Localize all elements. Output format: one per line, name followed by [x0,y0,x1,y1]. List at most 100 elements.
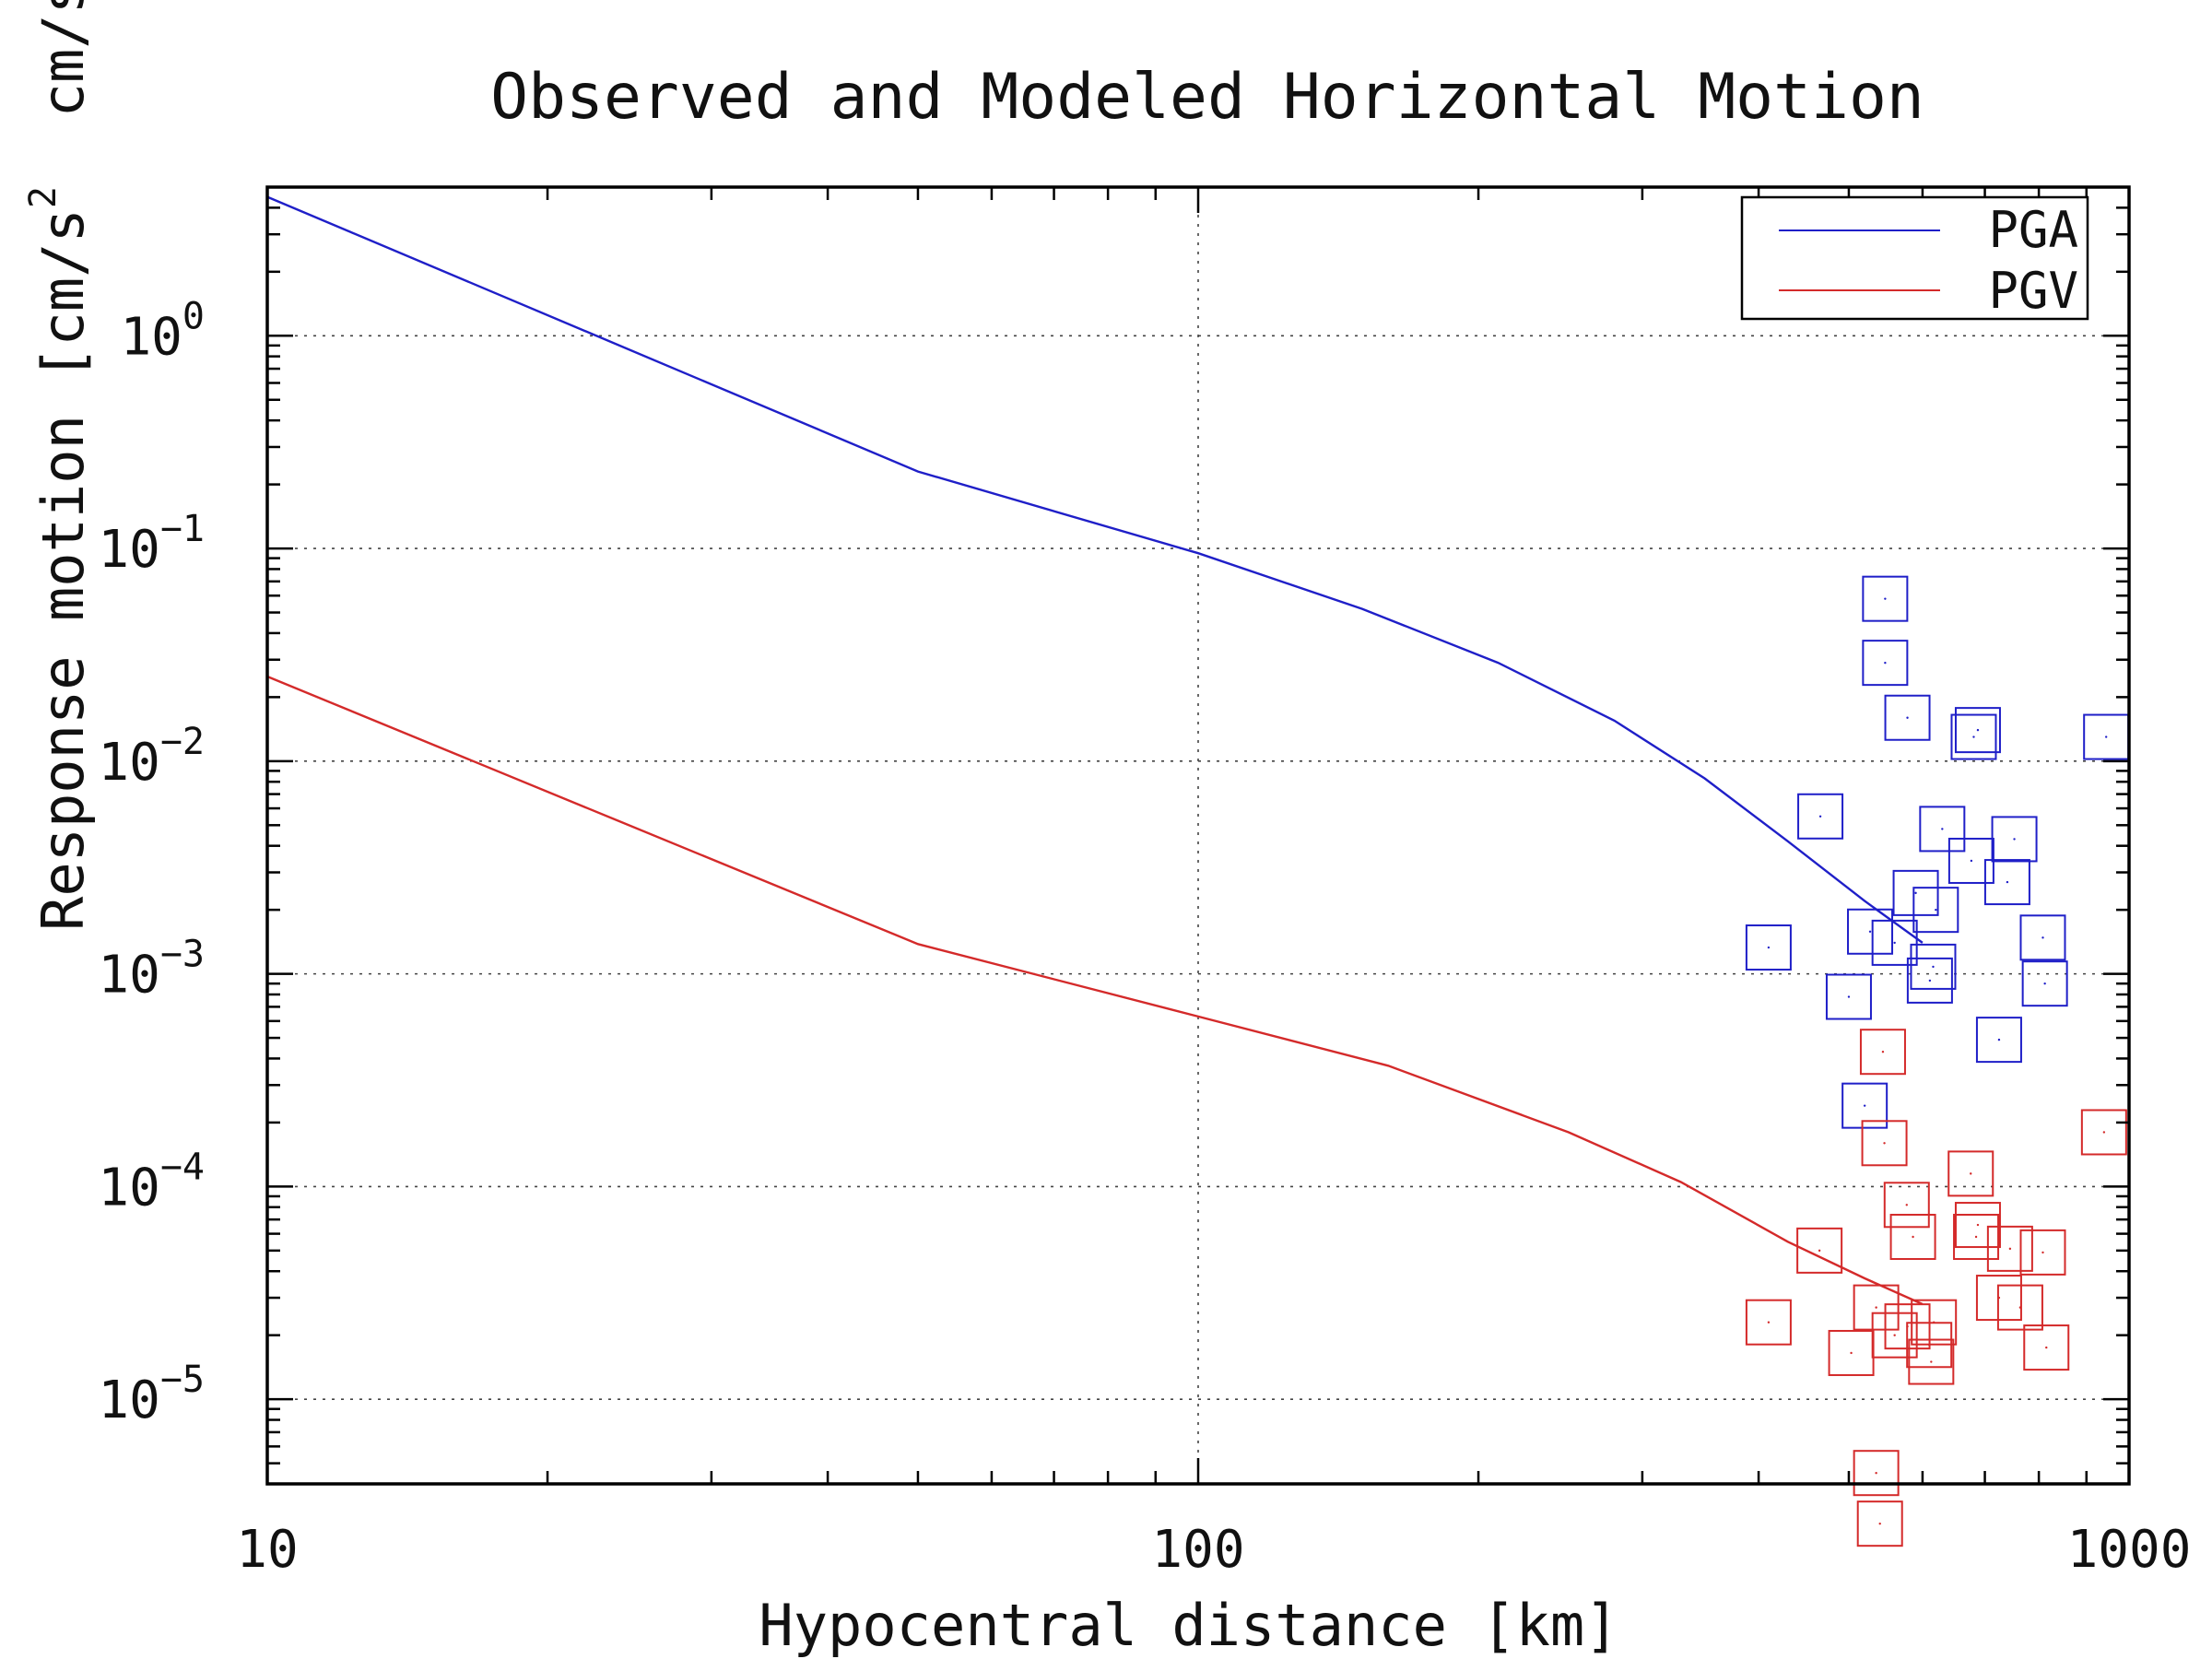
marker-center-dot [1906,716,1909,719]
marker-center-dot [1914,891,1917,895]
y-axis-label-sup: 2 [22,186,65,208]
marker-center-dot [2045,1346,2048,1349]
marker-center-dot [1767,1321,1771,1324]
pgv-observed-marker [1853,1284,1900,1331]
marker-center-dot [1905,1204,1908,1206]
pgv-observed-marker [1856,1500,1903,1547]
pgv-observed-marker [1908,1338,1955,1385]
pga-observed-marker [1862,640,1909,687]
y-axis-label: Response motion [cm/s2 cm/s] [22,0,97,931]
pgv-observed-marker [1853,1450,1900,1497]
marker-center-dot [1884,597,1887,600]
tick-labels: 10 100 1000 100 10−1 10−2 10−3 10−4 10−5 [98,295,2191,1580]
marker-center-dot [1893,941,1896,945]
x-tick-label: 1000 [2067,1520,2192,1580]
marker-center-dot [1976,728,1980,732]
marker-center-dot [1927,1344,1931,1347]
marker-center-dot [1767,946,1771,949]
marker-center-dot [1875,1306,1877,1309]
pga-observed-marker [1991,816,2038,863]
marker-center-dot [1935,908,1937,912]
legend-box [1740,195,2089,321]
chart-title: Observed and Modeled Horizontal Motion [490,61,1924,134]
marker-center-dot [1883,1142,1886,1145]
pga-observed-marker [1919,806,1966,853]
pgv-observed-marker [2080,1109,2127,1156]
pga-observed-marker [1906,957,1953,1004]
marker-center-dot [1970,859,1973,863]
pgv-observed-marker [1953,1213,2000,1260]
grid [267,187,2129,1484]
pga-observed-marker [1884,694,1931,741]
marker-center-dot [2008,1247,2012,1251]
marker-center-dot [2006,880,2009,884]
pgv-observed-marker [1828,1329,1875,1376]
marker-center-dot [2102,1131,2106,1134]
marker-center-dot [1818,1249,1821,1253]
pga-observed-marker [1862,575,1909,622]
marker-center-dot [2041,936,2044,939]
marker-center-dot [2018,1306,2022,1309]
marker-center-dot [2013,838,2016,841]
y-axis-label-rest: cm/s] [29,0,97,186]
pgv-observed-marker [1859,1029,1906,1076]
marker-center-dot [1881,1051,1885,1053]
pgv-observed-marker [1889,1213,1936,1260]
pgv-observed-marker [1947,1150,1994,1197]
y-tick-label: 100 [120,295,205,367]
y-tick-label: 10−1 [98,508,205,580]
pga-observed-marker [1892,869,1939,916]
pga-observed-marker [2021,960,2068,1007]
y-tick-label: 10−2 [98,721,205,793]
marker-center-dot [1928,979,1932,982]
pgv-observed-marker [1883,1182,1930,1229]
pga-observed-marker [1912,887,1959,934]
y-tick-label: 10−3 [98,934,205,1006]
pgv-observed-marker [1996,1284,2043,1331]
pgv-observed-marker [2019,1229,2066,1276]
pgv-observed-marker [2023,1324,2070,1371]
marker-center-dot [1847,995,1851,998]
x-tick-label: 10 [236,1520,298,1580]
marker-center-dot [1932,965,1935,969]
pgv-observed-marker [1975,1275,2022,1322]
marker-center-dot [2104,735,2108,738]
marker-center-dot [1912,1235,1914,1239]
marker-center-dot [1878,1522,1881,1525]
marker-center-dot [1997,1038,2001,1041]
pga-observed-marker [1954,707,2001,754]
marker-center-dot [1974,1235,1978,1239]
pga-observed-marker [1745,924,1792,971]
marker-center-dot [2043,982,2046,985]
axis-ticks [265,185,2129,1486]
pga-observed-marker [1841,1082,1888,1129]
pgv-observed-marker [1796,1227,1843,1274]
pgv-observed-marker [1986,1225,2033,1272]
legend-label-pga: PGA [1988,201,2078,259]
pga-observed-marker [1910,943,1957,990]
pgv-observed-marker [1954,1202,2001,1249]
marker-center-dot [1875,1471,1877,1475]
pgv-model-line [266,675,1924,1306]
marker-center-dot [2041,1251,2044,1254]
legend: PGA PGV [1740,195,2089,321]
pga-model-line [266,195,1924,944]
marker-center-dot [1941,828,1944,830]
pga-observed-marker [1825,973,1872,1020]
marker-center-dot [1970,1172,1972,1175]
pgv-observed-marker [1906,1322,1953,1369]
y-tick-label: 10−5 [98,1359,205,1430]
marker-center-dot [1976,1223,1980,1227]
pga-observed-marker [1975,1017,2022,1064]
pga-observed-marker [2019,914,2066,961]
pga-observed-marker [1847,908,1894,955]
pga-observed-marker [1797,793,1844,840]
marker-center-dot [1863,1104,1866,1107]
pga-observed-marker [1983,859,2030,906]
legend-label-pgv: PGV [1988,262,2078,320]
y-axis-label-main: Response motion [cm/s [29,208,97,931]
series-layer [266,195,1924,1306]
pga-observed-marker [1950,713,1997,760]
x-axis-label: Hypocentral distance [km] [759,1592,1618,1659]
